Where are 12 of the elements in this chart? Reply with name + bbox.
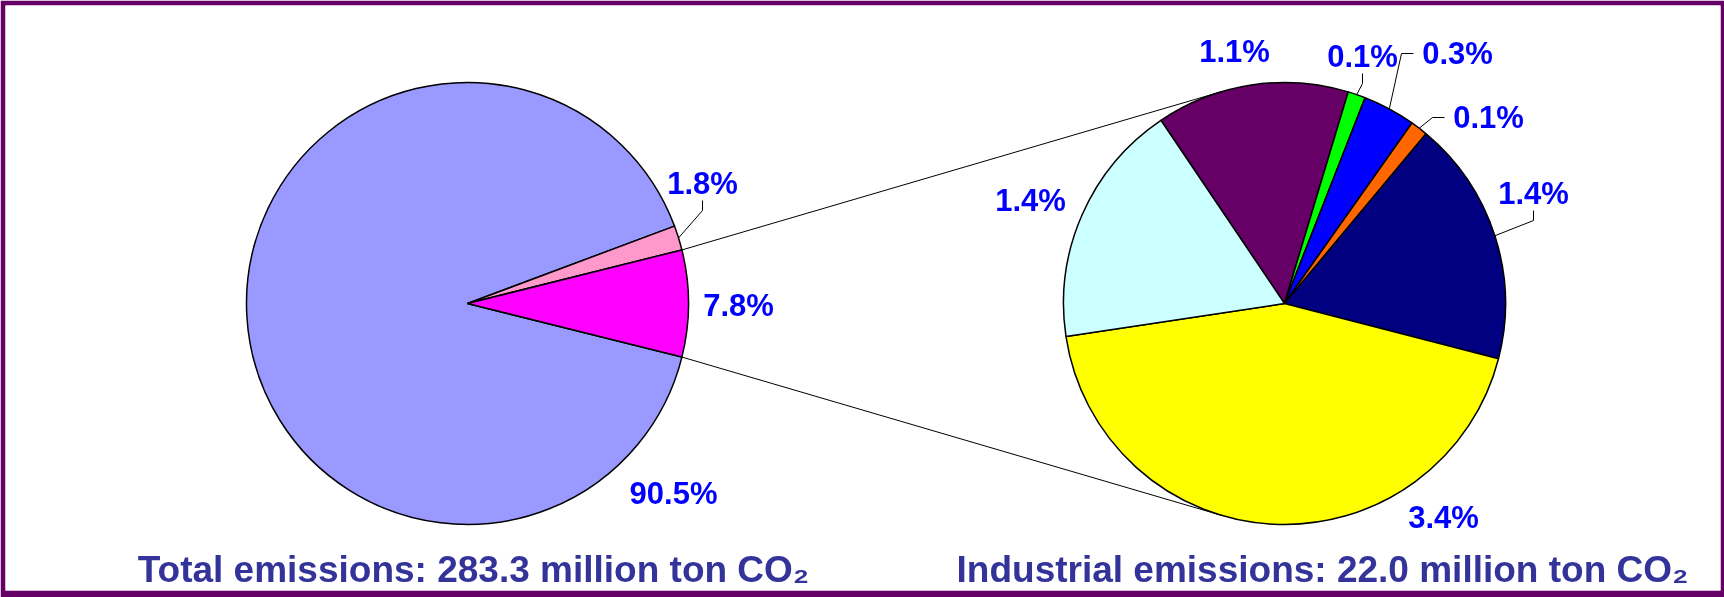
data-label: 0.3%	[1422, 36, 1493, 71]
data-label: 7.8%	[703, 288, 774, 323]
data-label: 90.5%	[629, 476, 718, 511]
data-label: 1.1%	[1199, 34, 1270, 69]
data-label: 1.8%	[667, 166, 738, 201]
data-label: 1.4%	[1498, 176, 1569, 211]
text: Total emissions: 283.3 million ton CO₂	[137, 549, 810, 590]
text: Industrial emissions: 22.0 million ton CO₂	[956, 549, 1689, 590]
data-label: 1.4%	[995, 183, 1066, 218]
data-label: 3.4%	[1408, 500, 1479, 535]
data-label: 0.1%	[1453, 100, 1524, 135]
data-label: 0.1%	[1327, 39, 1398, 74]
